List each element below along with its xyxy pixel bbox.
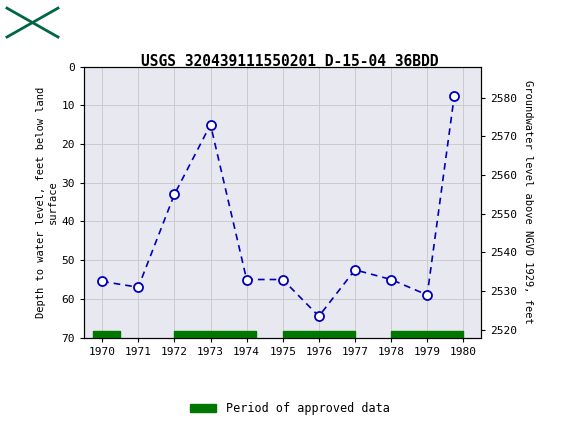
Bar bbox=[6, 4, 61, 41]
Text: USGS 320439111550201 D-15-04 36BDD: USGS 320439111550201 D-15-04 36BDD bbox=[142, 54, 438, 69]
Text: USGS: USGS bbox=[67, 14, 122, 31]
Y-axis label: Groundwater level above NGVD 1929, feet: Groundwater level above NGVD 1929, feet bbox=[523, 80, 533, 324]
Legend: Period of approved data: Period of approved data bbox=[186, 397, 394, 420]
Y-axis label: Depth to water level, feet below land
surface: Depth to water level, feet below land su… bbox=[36, 86, 57, 318]
